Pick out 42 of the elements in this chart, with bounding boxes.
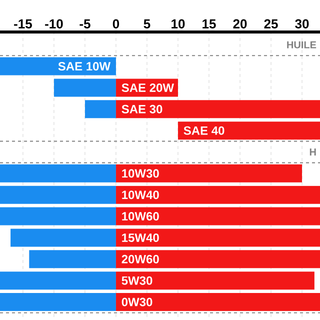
bar [0,272,116,290]
y-tick-label: 10W40 [122,190,159,200]
y-tick-label: 5W30 [122,276,152,285]
y-tick-label: 20W60 [122,254,159,264]
bar [54,78,116,97]
y-tick-label: SAE 10W [58,62,111,71]
x-tick-label: 5 [144,19,150,28]
bar [116,207,320,226]
x-tick-label: 30 [295,19,309,28]
y-tick-label: SAE 20W [122,83,174,92]
x-tick-label: 25 [264,19,278,28]
y-tick-label: 15W40 [122,233,159,242]
bar [116,100,320,118]
bar [116,228,320,247]
y-tick-label: SAE 40 [184,126,224,135]
bar [84,100,116,118]
bar [29,250,116,268]
bar [0,186,116,204]
bar [0,57,116,76]
bar [116,164,302,182]
x-tick-label: 15 [202,19,216,28]
bar [10,228,116,247]
bar [0,164,116,182]
annotation: HUILE [287,41,316,48]
y-tick-label: 10W60 [122,212,159,221]
bar [0,293,116,311]
bar [116,250,320,268]
x-tick-label: -10 [45,19,63,28]
y-tick-label: 10W30 [122,169,159,178]
bar [116,186,320,204]
x-tick-label: 20 [233,19,247,28]
bar [116,272,314,290]
x-tick-label: 10 [172,19,185,28]
annotation: H [310,148,316,156]
bar [0,207,116,226]
x-tick-label: 0 [112,19,120,28]
y-tick-label: 0W30 [122,298,152,306]
y-tick-label: SAE 30 [122,104,162,114]
bar [116,293,320,311]
bar [178,122,320,140]
x-tick-label: -5 [80,19,90,28]
x-tick-label: -15 [14,19,32,28]
